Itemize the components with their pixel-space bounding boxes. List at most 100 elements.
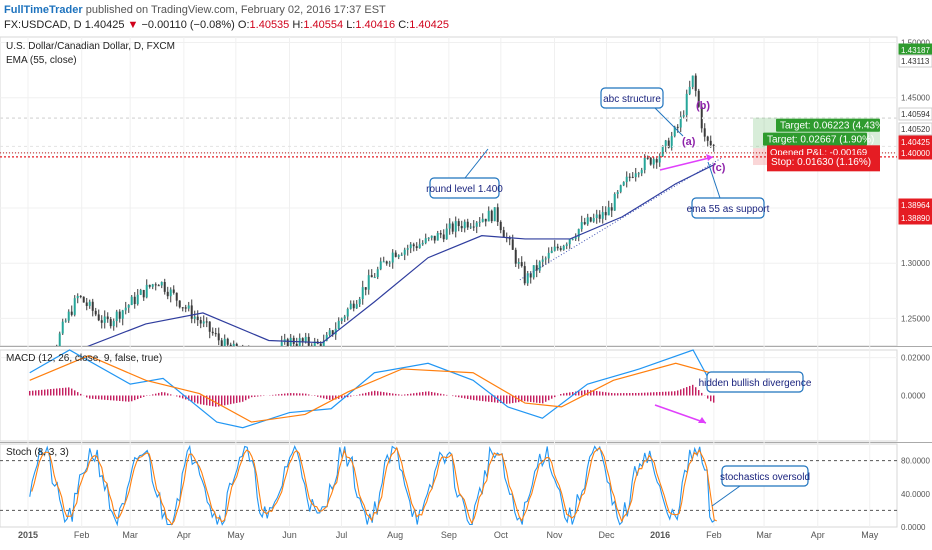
candle-body	[322, 340, 325, 346]
candle-body	[70, 311, 73, 315]
candle-body	[679, 116, 682, 128]
candle-body	[553, 246, 556, 251]
candle-body	[319, 343, 322, 346]
candle-body	[145, 284, 148, 298]
candle-body	[412, 244, 415, 247]
candle-body	[436, 233, 439, 241]
candle-body	[97, 314, 100, 321]
candle-body	[235, 343, 238, 346]
candle-body	[673, 126, 676, 137]
wave-b-label: (b)	[696, 100, 710, 112]
target-2-label-bg	[763, 132, 867, 146]
candle-body	[136, 294, 139, 305]
price-tag: 1.43113	[901, 57, 930, 66]
arrow-head-icon	[706, 154, 713, 161]
author-link[interactable]: FullTimeTrader	[4, 4, 83, 16]
trendline	[519, 157, 722, 281]
candle-body	[514, 249, 517, 264]
candle-body	[286, 339, 289, 346]
candle-body	[631, 176, 634, 178]
candle-body	[91, 301, 94, 311]
macd-title: MACD (12, 26, close, 9, false, true)	[6, 353, 162, 364]
candle-body	[421, 242, 424, 245]
candle-body	[613, 194, 616, 211]
stop-label-bg	[767, 154, 880, 168]
candle-body	[73, 298, 76, 315]
macd-y-tick: 0.02000	[901, 354, 930, 363]
candle-body	[88, 301, 91, 306]
candle-body	[664, 140, 667, 147]
x-tick-label: Sep	[441, 530, 457, 540]
candle-body	[328, 330, 331, 335]
candle-body	[409, 244, 412, 249]
candle-body	[151, 284, 154, 287]
ema-support-callout: ema 55 as support	[687, 204, 770, 215]
price-tag-bg	[898, 146, 932, 160]
y-tick-label: 1.45000	[901, 94, 930, 103]
candle-body	[382, 261, 385, 263]
round-level-pointer	[464, 148, 489, 179]
close-label: C:	[398, 19, 410, 31]
high-value: 1.40554	[303, 19, 344, 31]
high-label: H:	[292, 19, 304, 31]
candle-body	[682, 115, 685, 117]
candle-body	[640, 169, 643, 174]
stoch-pointer	[711, 485, 741, 507]
ohlc-line: FX:USDCAD, D 1.40425 ▼ −0.00110 (−0.08%)…	[4, 19, 449, 31]
candle-body	[445, 228, 448, 240]
x-tick-label: Apr	[177, 530, 191, 540]
candle-body	[148, 284, 151, 287]
candle-body	[442, 234, 445, 240]
stoch-y-tick: 80.0000	[901, 457, 930, 466]
chart-area[interactable]: Target: 0.06223 (4.43%) Target: 0.02667 (…	[0, 34, 932, 550]
candle-body	[706, 136, 709, 141]
candle-body	[403, 249, 406, 255]
candle-body	[676, 126, 679, 128]
pnl-label: Opened P&L: -0.00169	[770, 147, 867, 158]
candle-body	[634, 173, 637, 178]
candle-body	[532, 265, 535, 278]
candle-body	[430, 235, 433, 238]
candle-body	[646, 157, 649, 159]
candle-body	[448, 223, 451, 229]
candle-body	[508, 237, 511, 240]
macd-y-tick: 0.0000	[901, 392, 926, 401]
candle-body	[106, 316, 109, 320]
x-tick-label: Nov	[547, 530, 564, 540]
candle-body	[325, 334, 328, 341]
candle-body	[523, 266, 526, 284]
candle-body	[280, 342, 283, 346]
candle-body	[139, 289, 142, 295]
candle-body	[568, 239, 571, 245]
candle-body	[481, 218, 484, 222]
candle-body	[340, 318, 343, 321]
candle-body	[313, 341, 316, 346]
candle-body	[154, 284, 157, 286]
round-level-callout: round level 1.400	[426, 184, 503, 195]
candle-body	[439, 233, 442, 235]
macd-line	[29, 349, 717, 429]
ema-series	[87, 157, 722, 346]
low-value: 1.40416	[355, 19, 396, 31]
ema-support-callout-box	[691, 197, 765, 219]
candle-body	[511, 239, 514, 250]
candle-body	[610, 207, 613, 211]
candle-body	[160, 282, 163, 286]
down-triangle-icon: ▼	[127, 19, 139, 31]
candle-body	[697, 90, 700, 107]
candle-body	[358, 298, 361, 305]
candle-body	[535, 265, 538, 271]
y-tick-label: 1.50000	[901, 39, 930, 48]
open-label: O:	[237, 19, 250, 31]
candle-body	[643, 157, 646, 170]
price-tag: 1.38964	[901, 201, 930, 210]
candle-body	[310, 345, 313, 346]
symbol-label: FX:USDCAD, D	[4, 19, 82, 31]
candle-body	[166, 291, 169, 297]
x-tick-label: Mar	[756, 530, 772, 540]
price-divergence-line	[659, 156, 714, 171]
candle-body	[226, 338, 229, 345]
candle-body	[601, 212, 604, 219]
candle-body	[370, 275, 373, 278]
candle-body	[223, 338, 226, 346]
